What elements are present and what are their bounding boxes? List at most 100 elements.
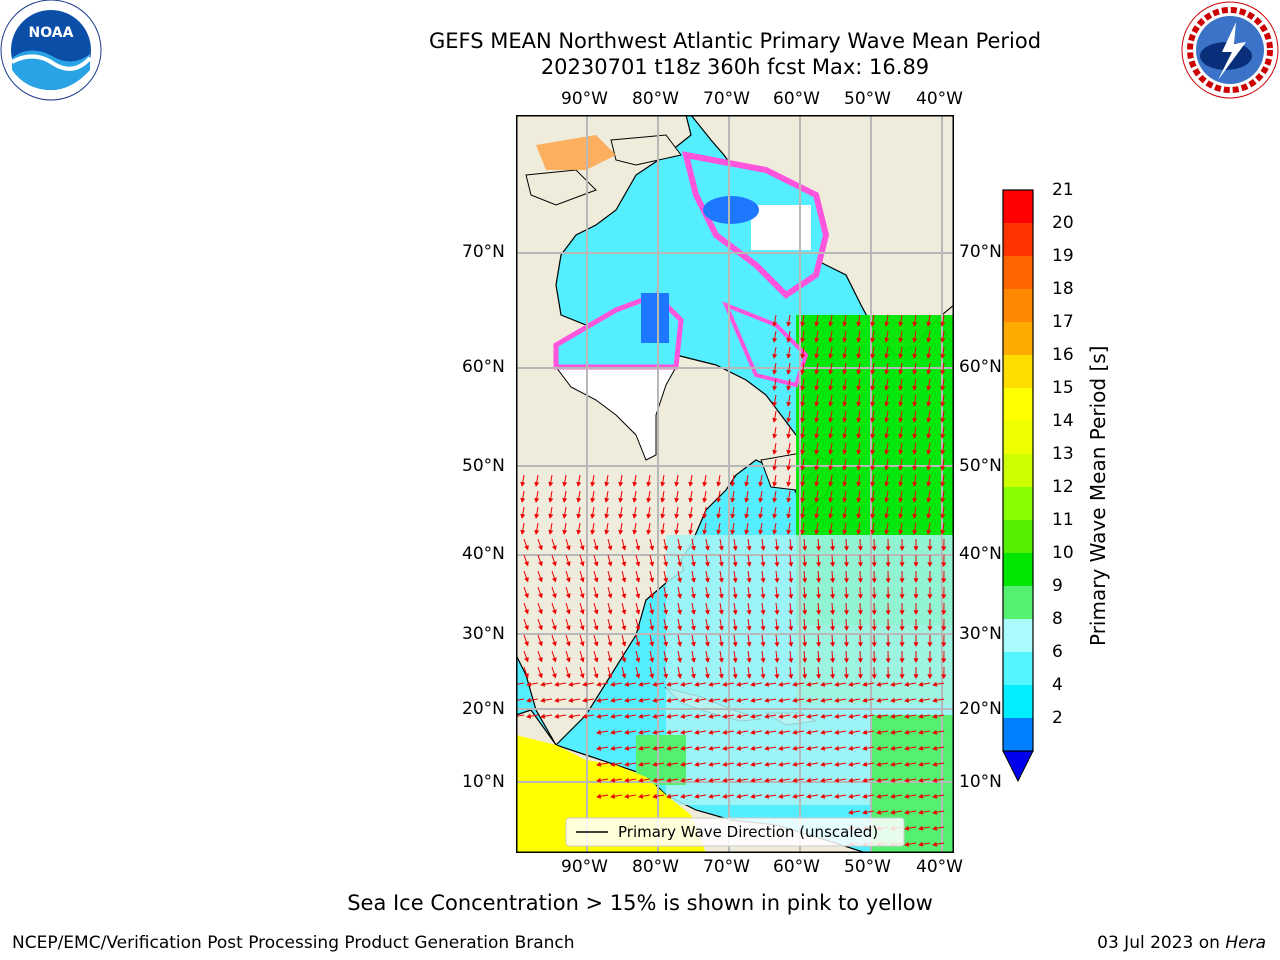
wave-arrow — [516, 682, 525, 685]
wave-arrowhead — [565, 673, 571, 679]
wave-arrowhead — [663, 593, 669, 599]
wave-arrowhead — [885, 578, 891, 584]
wave-arrowhead — [884, 385, 890, 391]
wave-arrowhead — [890, 697, 896, 703]
wave-arrowhead — [932, 825, 938, 831]
wave-arrowhead — [778, 729, 784, 735]
colorbar-tick-label: 2 — [1052, 708, 1063, 728]
wave-arrowhead — [520, 529, 526, 535]
wave-arrowhead — [610, 745, 616, 751]
wave-arrowhead — [786, 465, 792, 471]
colorbar-tick-label: 16 — [1052, 345, 1074, 365]
wave-arrowhead — [885, 642, 891, 648]
wave-arrowhead — [649, 545, 655, 551]
wave-arrowhead — [760, 609, 766, 615]
wave-arrowhead — [834, 729, 840, 735]
wave-arrowhead — [848, 777, 854, 783]
wave-arrowhead — [772, 401, 778, 407]
wave-arrowhead — [649, 609, 655, 615]
sea-ice-note: Sea Ice Concentration > 15% is shown in … — [347, 891, 933, 915]
wave-arrowhead — [912, 433, 918, 439]
wave-arrowhead — [635, 545, 641, 551]
wave-arrowhead — [843, 594, 850, 600]
wave-arrowhead — [607, 545, 613, 551]
wave-arrowhead — [843, 562, 850, 568]
wave-arrowhead — [652, 745, 658, 751]
wave-arrowhead — [800, 529, 806, 535]
wave-arrowhead — [870, 369, 876, 375]
wave-arrowhead — [814, 337, 820, 343]
wave-arrowhead — [652, 793, 658, 799]
wave-arrowhead — [663, 657, 669, 663]
colorbar-band — [1003, 289, 1033, 323]
wave-arrowhead — [862, 809, 868, 815]
wave-arrowhead — [677, 625, 683, 631]
wave-arrowhead — [750, 793, 756, 799]
lon-label-top-60w: 60°W — [773, 89, 820, 109]
lat-label-left-50n: 50°N — [462, 456, 505, 476]
wave-arrowhead — [534, 529, 540, 535]
wave-arrowhead — [940, 353, 946, 359]
footer-date-text: 03 Jul 2023 on — [1097, 933, 1226, 953]
wave-arrowhead — [772, 433, 778, 439]
wave-arrowhead — [792, 745, 798, 751]
wave-arrowhead — [596, 777, 602, 783]
lon-label-top-70w: 70°W — [703, 89, 750, 109]
wave-arrowhead — [576, 481, 582, 487]
wave-arrowhead — [746, 657, 752, 663]
wave-arrowhead — [551, 561, 557, 567]
wave-arrowhead — [718, 625, 724, 631]
wave-arrowhead — [649, 593, 655, 599]
wave-arrowhead — [926, 321, 932, 327]
wave-arrowhead — [940, 385, 946, 391]
colorbar-band — [1003, 487, 1033, 521]
wave-arrowhead — [666, 681, 672, 687]
wave-arrowhead — [856, 417, 862, 423]
wave-arrowhead — [568, 697, 574, 703]
wave-arrowhead — [830, 610, 836, 616]
wave-arrowhead — [885, 658, 891, 664]
wave-arrowhead — [890, 681, 896, 687]
lat-label-left-30n: 30°N — [462, 624, 505, 644]
wave-arrowhead — [800, 353, 806, 359]
wave-arrowhead — [899, 594, 905, 600]
wave-arrowhead — [551, 545, 557, 551]
field-layer — [516, 135, 954, 853]
lat-label-right-40n: 40°N — [959, 544, 1002, 564]
wave-arrowhead — [764, 793, 770, 799]
wave-arrowhead — [660, 497, 666, 503]
wave-arrowhead — [565, 609, 571, 615]
wave-arrowhead — [802, 658, 808, 663]
wave-arrowhead — [624, 681, 630, 687]
wave-arrowhead — [663, 561, 669, 567]
wave-arrowhead — [736, 793, 742, 799]
wave-arrowhead — [764, 745, 770, 751]
wave-arrowhead — [610, 697, 616, 703]
wave-arrowhead — [871, 610, 877, 616]
wave-arrowhead — [778, 745, 784, 751]
wave-arrowhead — [904, 681, 910, 687]
lat-label-right-30n: 30°N — [959, 624, 1002, 644]
wave-arrowhead — [688, 529, 694, 535]
wave-arrowhead — [778, 681, 784, 687]
wave-arrowhead — [814, 321, 820, 327]
wave-arrowhead — [750, 777, 756, 783]
wave-arrowhead — [904, 729, 910, 735]
wave-arrowhead — [848, 681, 854, 687]
wave-arrowhead — [786, 417, 792, 423]
wave-arrowhead — [694, 713, 700, 719]
footer-credit: NCEP/EMC/Verification Post Processing Pr… — [12, 933, 575, 953]
wave-arrowhead — [912, 529, 918, 535]
wave-arrowhead — [538, 593, 543, 599]
wave-arrowhead — [802, 578, 808, 583]
wave-arrowhead — [736, 761, 742, 767]
wave-arrowhead — [593, 593, 599, 599]
wave-arrowhead — [848, 809, 854, 815]
wave-arrowhead — [898, 385, 904, 391]
wave-arrowhead — [926, 337, 932, 343]
wave-arrowhead — [899, 642, 905, 648]
wave-arrowhead — [704, 657, 710, 663]
wave-arrowhead — [694, 745, 700, 751]
wave-arrowhead — [702, 513, 708, 519]
wave-arrowhead — [638, 713, 644, 719]
